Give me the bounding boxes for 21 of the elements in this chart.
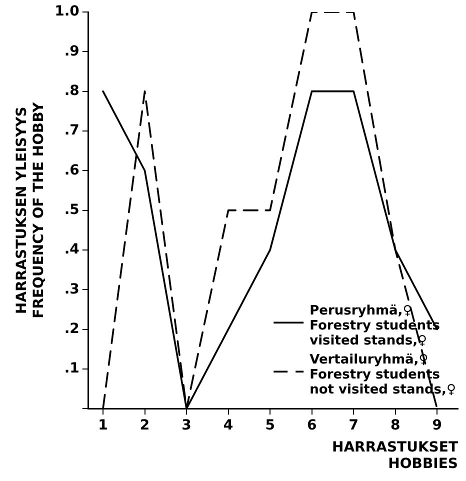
x-axis-title: HARRASTUKSET HOBBIES bbox=[332, 439, 458, 472]
y-tick-label: .3 bbox=[64, 281, 80, 298]
x-tick-label: 2 bbox=[140, 418, 150, 434]
x-tick-label: 8 bbox=[390, 418, 400, 434]
y-tick-label: .7 bbox=[64, 122, 80, 139]
y-tick-label: .1 bbox=[64, 360, 80, 377]
y-tick-label: .8 bbox=[64, 82, 80, 99]
x-tick-label: 4 bbox=[223, 418, 234, 434]
y-tick-label: .6 bbox=[64, 162, 80, 178]
y-tick-label: .9 bbox=[64, 43, 80, 60]
y-axis-title: HARRASTUKSEN YLEISYYS FREQUENCY OF THE HOBBY bbox=[14, 101, 47, 318]
x-tick-label: 3 bbox=[182, 418, 192, 434]
y-tick-label: .4 bbox=[64, 242, 80, 258]
x-tick-label: 1 bbox=[98, 418, 108, 434]
y-tick-label: .2 bbox=[64, 320, 80, 337]
y-tick-label: 1.0 bbox=[54, 4, 80, 20]
x-tick-label: 5 bbox=[265, 418, 275, 434]
y-tick-label: .5 bbox=[64, 202, 80, 218]
x-tick-label: 6 bbox=[306, 418, 317, 434]
x-tick-label: 7 bbox=[348, 418, 358, 434]
x-tick-label: 9 bbox=[432, 418, 442, 434]
